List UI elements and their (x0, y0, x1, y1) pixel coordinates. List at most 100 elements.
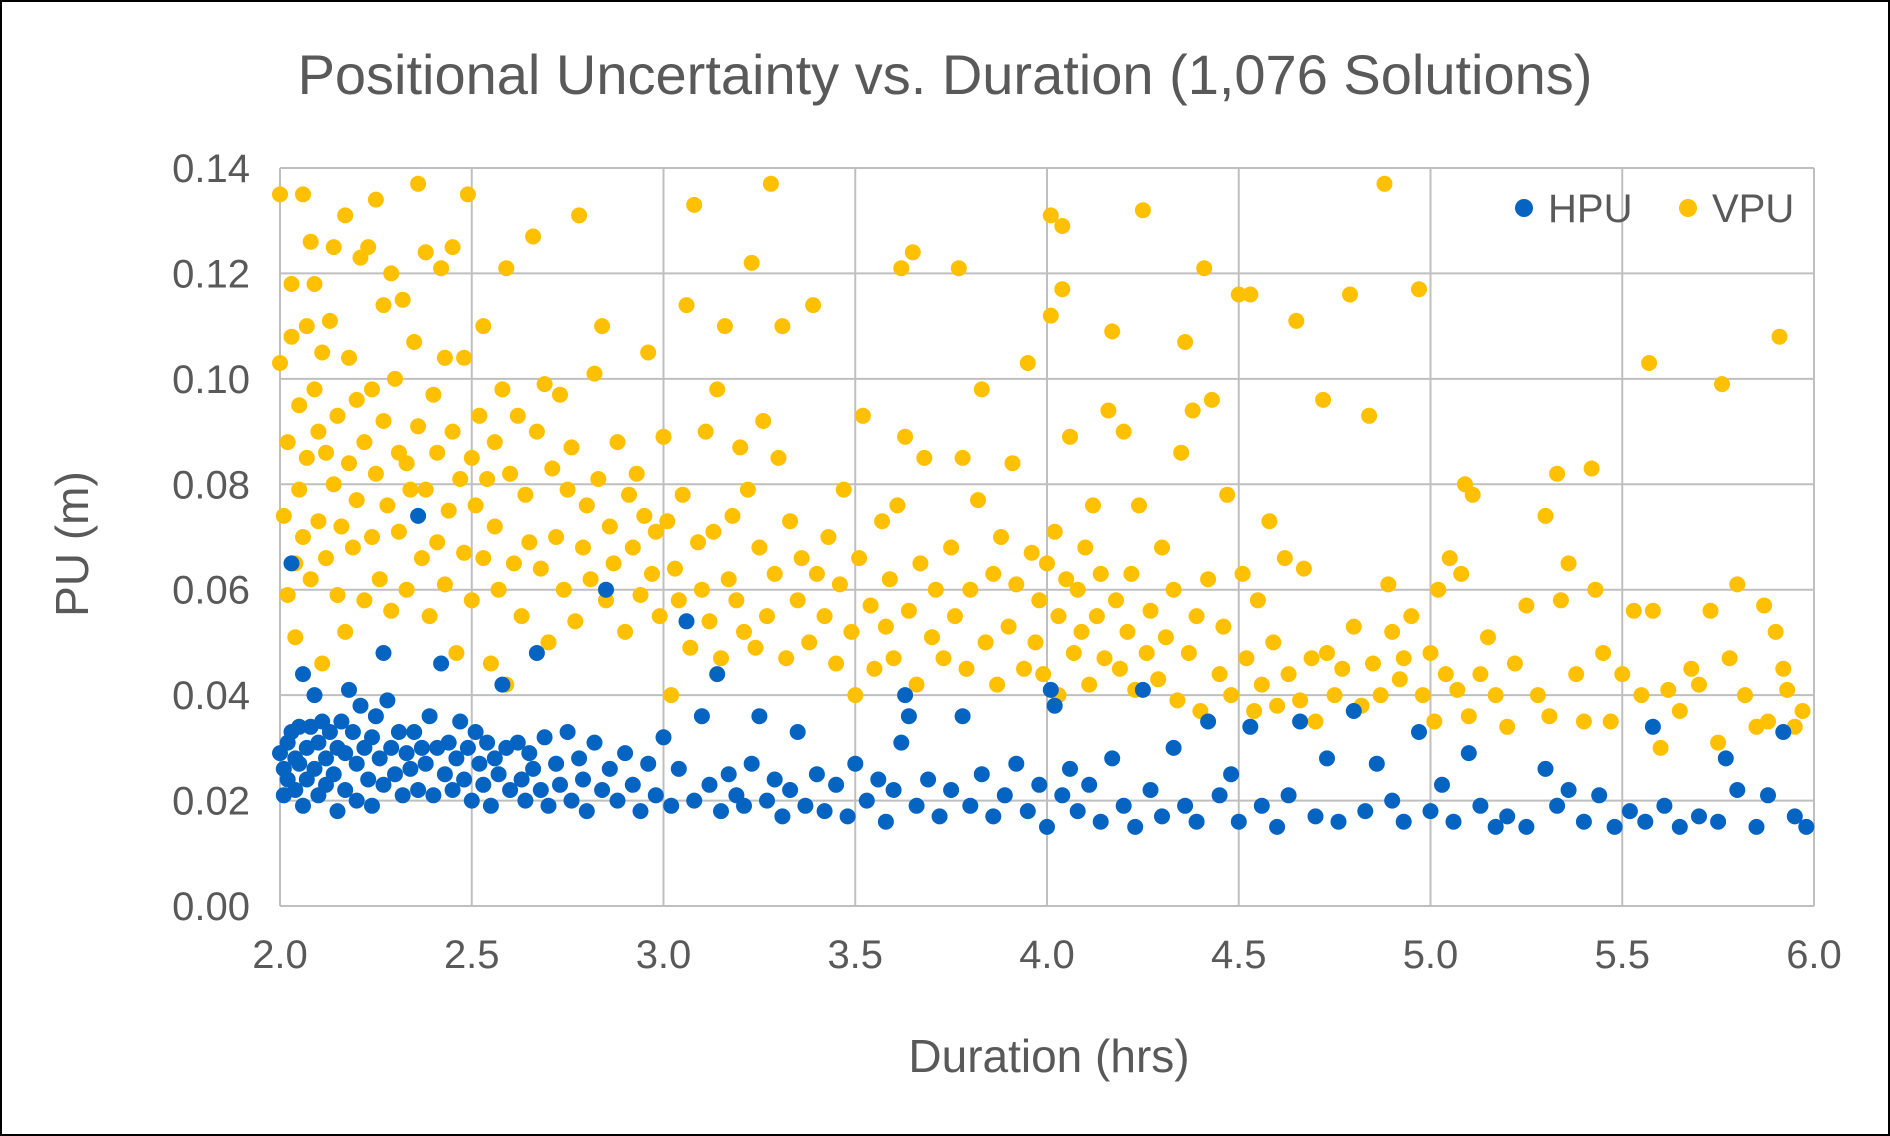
vpu-point (1403, 608, 1420, 625)
legend-label-hpu: HPU (1548, 187, 1632, 231)
y-tick-label: 0.14 (172, 147, 250, 191)
vpu-point (1111, 660, 1128, 677)
hpu-point (774, 808, 791, 825)
vpu-point (563, 439, 580, 456)
hpu-point (341, 681, 357, 698)
vpu-point (360, 239, 377, 256)
vpu-point (908, 676, 925, 693)
hpu-point (1039, 818, 1055, 835)
hpu-point (521, 745, 538, 762)
vpu-point (1414, 687, 1431, 704)
hpu-point (954, 708, 971, 725)
vpu-point (459, 186, 476, 203)
vpu-point (1157, 629, 1174, 646)
vpu-point (325, 239, 342, 256)
vpu-point (425, 386, 442, 403)
vpu-point (364, 381, 380, 398)
vpu-point (291, 397, 308, 414)
hpu-point (828, 776, 845, 793)
vpu-point (943, 539, 960, 556)
hpu-point (502, 782, 519, 798)
hpu-point (563, 792, 580, 809)
vpu-point (862, 597, 879, 614)
vpu-point (947, 608, 963, 625)
vpu-point (1188, 608, 1205, 625)
hpu-point (475, 776, 492, 793)
vpu-point (1000, 618, 1017, 635)
vpu-point (1614, 666, 1631, 683)
vpu-point (854, 407, 871, 424)
hpu-point (548, 755, 565, 772)
vpu-point (1077, 539, 1094, 556)
vpu-point (739, 481, 756, 498)
vpu-point (609, 434, 626, 451)
vpu-point (985, 565, 1002, 582)
vpu-point (371, 571, 388, 588)
vpu-point (1587, 581, 1604, 598)
vpu-point (413, 550, 430, 567)
vpu-point (686, 196, 703, 213)
vpu-point (973, 381, 990, 398)
vpu-point (306, 276, 323, 292)
vpu-point (724, 507, 741, 524)
vpu-point (1644, 602, 1661, 619)
vpu-point (1280, 666, 1297, 683)
hpu-point (1591, 787, 1608, 804)
hpu-point (387, 766, 403, 783)
vpu-point (1092, 565, 1109, 582)
hpu-point (1008, 755, 1025, 772)
vpu-point (505, 555, 522, 572)
vpu-point (1756, 597, 1773, 614)
hpu-point (1127, 818, 1144, 835)
hpu-point (444, 782, 461, 798)
vpu-point (1380, 576, 1397, 593)
vpu-point (1345, 618, 1362, 635)
x-tick-label: 3.5 (827, 933, 883, 977)
vpu-point (1453, 565, 1470, 582)
hpu-point (571, 750, 588, 767)
vpu-point (962, 581, 979, 598)
vpu-point (1361, 407, 1378, 424)
x-axis-ticks: 2.0 2.5 3.0 3.5 4.0 4.5 5.0 5.5 6.0 (252, 933, 1842, 977)
vpu-point (402, 481, 419, 498)
hpu-point (295, 666, 311, 683)
vpu-point (1575, 713, 1592, 730)
vpu-point (1441, 550, 1458, 567)
vpu-point (1031, 592, 1048, 609)
vpu-point (367, 191, 384, 208)
hpu-point (943, 782, 960, 798)
hpu-point (931, 808, 948, 825)
hpu-point (410, 507, 427, 524)
vpu-point (801, 634, 818, 651)
vpu-point (916, 449, 933, 466)
vpu-point (410, 175, 427, 192)
vpu-point (502, 465, 519, 482)
vpu-point (383, 602, 400, 619)
vpu-point (394, 291, 411, 308)
hpu-point (594, 782, 611, 798)
vpu-point (766, 565, 783, 582)
hpu-point (398, 745, 415, 762)
hpu-point (1411, 724, 1427, 740)
hpu-point (494, 676, 511, 693)
vpu-point (1035, 666, 1052, 683)
hpu-point (1345, 703, 1362, 719)
hpu-point (1319, 750, 1335, 767)
hpu-point (456, 771, 473, 788)
hpu-point (1445, 813, 1462, 830)
vpu-point (310, 513, 327, 530)
hpu-point (1165, 739, 1182, 756)
vpu-point (555, 581, 572, 598)
vpu-point (1265, 634, 1282, 651)
vpu-point (525, 228, 542, 245)
vpu-point (1288, 312, 1305, 329)
hpu-point (663, 797, 680, 814)
vpu-point (1173, 444, 1190, 461)
vpu-point (897, 428, 914, 445)
vpu-point (1142, 602, 1159, 619)
legend-marker-vpu (1679, 199, 1697, 217)
hpu-point (720, 766, 737, 783)
vpu-point (877, 618, 894, 635)
vpu-point (709, 381, 726, 398)
